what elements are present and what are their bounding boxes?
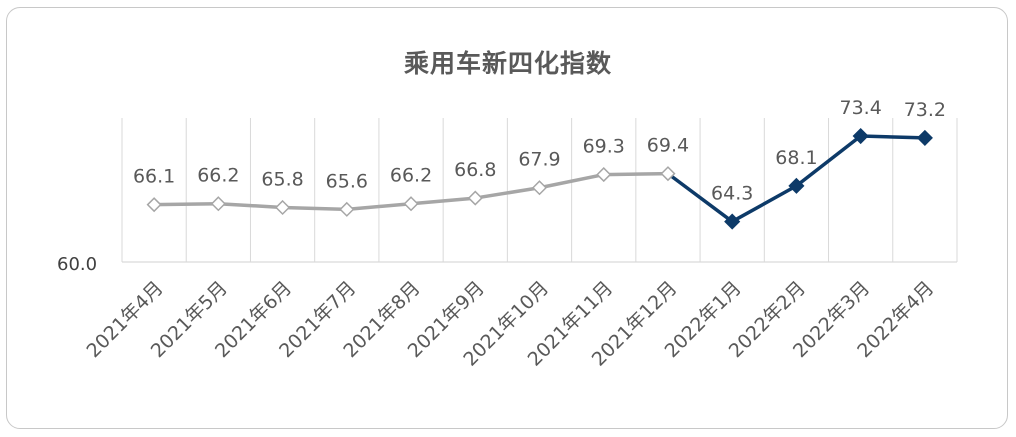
data-label: 66.8 <box>454 159 496 181</box>
data-label: 69.3 <box>583 136 625 158</box>
data-point-marker <box>210 196 226 212</box>
chart-title: 乘用车新四化指数 <box>403 49 612 78</box>
data-point-marker <box>788 177 805 194</box>
data-label: 67.9 <box>518 149 560 171</box>
data-label: 66.1 <box>133 166 175 188</box>
data-point-marker <box>339 201 355 217</box>
data-label: 66.2 <box>390 165 432 187</box>
y-axis-min-label: 60.0 <box>57 254 97 275</box>
data-label: 66.2 <box>197 165 239 187</box>
data-point-marker <box>403 196 419 212</box>
data-point-marker <box>660 166 676 182</box>
data-point-marker <box>724 213 741 230</box>
data-label: 65.8 <box>261 168 303 190</box>
data-point-marker <box>146 197 162 213</box>
data-label: 65.6 <box>326 170 368 192</box>
data-point-marker <box>916 129 933 146</box>
data-label: 69.4 <box>647 135 689 157</box>
data-point-marker <box>852 127 869 145</box>
data-point-marker <box>596 167 612 183</box>
data-label: 68.1 <box>775 147 817 169</box>
data-point-marker <box>531 180 548 196</box>
data-point-marker <box>275 199 291 216</box>
data-point-marker <box>467 190 483 206</box>
data-label: 73.4 <box>839 97 881 119</box>
data-label: 64.3 <box>711 183 753 205</box>
data-label: 73.2 <box>904 99 946 121</box>
